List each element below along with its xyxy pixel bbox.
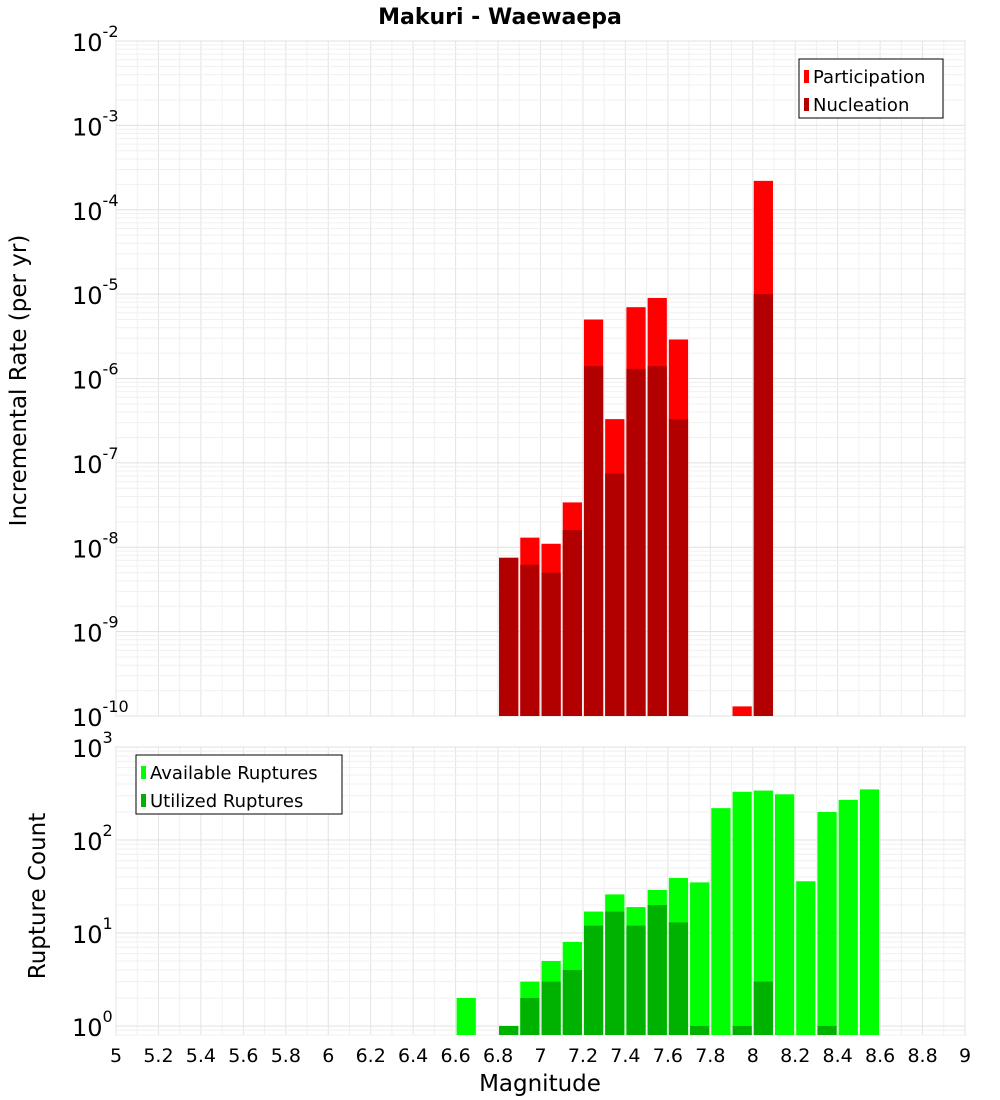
rate-bar-nucleation bbox=[520, 564, 540, 716]
rate-panel: 10-10 10-9 10-8 10-7 10-6 10-5 10-4 10-3 10-2 In… bbox=[6, 22, 966, 732]
x-tick-label: 9 bbox=[959, 1045, 971, 1067]
x-tick-label: 7.4 bbox=[610, 1045, 640, 1067]
rate-bar-nucleation bbox=[605, 473, 625, 716]
x-tick-label: 8 bbox=[747, 1045, 759, 1067]
rate-bars bbox=[499, 180, 773, 716]
count-panel: 100 101 102 103 5 5.2 5.4 5.6 5.8 6 6.2 6.4 6.6 6.8 7… bbox=[25, 728, 971, 1097]
y-tick-label: 100 bbox=[72, 1007, 113, 1042]
rate-legend: Participation Nucleation bbox=[798, 58, 944, 119]
count-bar-available-ruptures bbox=[859, 789, 880, 1035]
y-tick-label: 10-4 bbox=[72, 191, 119, 226]
count-bar-available-ruptures bbox=[690, 882, 710, 1035]
count-bar-available-ruptures bbox=[711, 808, 731, 1035]
count-bar-available-ruptures bbox=[732, 791, 752, 1035]
rate-bar-nucleation bbox=[668, 419, 689, 716]
rate-bar-nucleation bbox=[499, 557, 519, 716]
x-tick-label: 7.8 bbox=[695, 1045, 725, 1067]
x-tick-label: 6.2 bbox=[356, 1045, 386, 1067]
x-tick-label: 6 bbox=[322, 1045, 334, 1067]
count-bar-utilized-ruptures bbox=[541, 981, 561, 1035]
legend-swatch bbox=[804, 70, 809, 83]
y-tick-label: 10-9 bbox=[72, 613, 119, 648]
count-bar-utilized-ruptures bbox=[647, 904, 667, 1035]
legend-box bbox=[135, 754, 343, 815]
y-tick-label: 10-10 bbox=[72, 697, 129, 732]
count-bar-utilized-ruptures bbox=[583, 925, 604, 1035]
legend-label: Nucleation bbox=[813, 95, 909, 116]
count-bar-utilized-ruptures bbox=[668, 922, 689, 1035]
count-bar-utilized-ruptures bbox=[626, 925, 646, 1035]
count-grid bbox=[115, 746, 966, 1036]
y-tick-label: 103 bbox=[72, 728, 113, 763]
legend-label: Available Ruptures bbox=[150, 763, 318, 784]
rate-grid bbox=[115, 40, 966, 717]
rate-bar-nucleation bbox=[753, 294, 773, 716]
x-tick-label: 8.4 bbox=[823, 1045, 853, 1067]
count-bar-available-ruptures bbox=[817, 812, 837, 1035]
x-tick-label: 7.2 bbox=[568, 1045, 598, 1067]
count-bar-available-ruptures bbox=[456, 997, 476, 1035]
count-y-axis-label: Rupture Count bbox=[25, 813, 51, 979]
x-tick-label: 5.2 bbox=[143, 1045, 173, 1067]
y-tick-label: 101 bbox=[72, 914, 113, 949]
y-tick-label: 102 bbox=[72, 821, 113, 856]
y-tick-label: 10-3 bbox=[72, 106, 119, 141]
count-bar-available-ruptures bbox=[796, 881, 816, 1035]
rate-y-ticks: 10-10 10-9 10-8 10-7 10-6 10-5 10-4 10-3 10-2 bbox=[72, 22, 129, 732]
count-legend: Available Ruptures Utilized Ruptures bbox=[135, 754, 343, 815]
count-y-ticks: 100 101 102 103 bbox=[72, 728, 113, 1042]
legend-box bbox=[798, 58, 944, 119]
y-tick-label: 10-5 bbox=[72, 275, 119, 310]
x-tick-label: 5.6 bbox=[228, 1045, 258, 1067]
legend-label: Participation bbox=[813, 67, 925, 88]
x-tick-label: 8.8 bbox=[907, 1045, 937, 1067]
magnitude-x-ticks: 5 5.2 5.4 5.6 5.8 6 6.2 6.4 6.6 6.8 7 7.2 7.4 7.6 7.8 8… bbox=[110, 1045, 971, 1067]
y-tick-label: 10-2 bbox=[72, 22, 119, 57]
legend-swatch bbox=[804, 98, 809, 111]
rate-bar-participation bbox=[732, 706, 752, 716]
count-bar-available-ruptures bbox=[838, 799, 858, 1035]
chart-title: Makuri - Waewaepa bbox=[378, 5, 622, 30]
rate-bar-nucleation bbox=[541, 572, 561, 716]
y-tick-label: 10-6 bbox=[72, 360, 119, 395]
legend-swatch bbox=[141, 766, 146, 779]
rate-bar-nucleation bbox=[583, 366, 604, 716]
x-tick-label: 8.6 bbox=[865, 1045, 895, 1067]
count-bar-utilized-ruptures bbox=[499, 1025, 519, 1035]
count-bar-utilized-ruptures bbox=[605, 911, 625, 1035]
x-tick-label: 7.6 bbox=[653, 1045, 683, 1067]
x-tick-label: 5.8 bbox=[271, 1045, 301, 1067]
x-tick-label: 6.8 bbox=[483, 1045, 513, 1067]
count-bar-utilized-ruptures bbox=[690, 1025, 710, 1035]
count-bar-utilized-ruptures bbox=[562, 969, 582, 1035]
count-bar-utilized-ruptures bbox=[732, 1025, 752, 1035]
legend-label: Utilized Ruptures bbox=[150, 791, 303, 812]
count-bar-available-ruptures bbox=[753, 790, 773, 1035]
rate-bar-nucleation bbox=[626, 368, 646, 716]
x-tick-label: 6.4 bbox=[398, 1045, 428, 1067]
x-tick-label: 6.6 bbox=[440, 1045, 470, 1067]
count-bar-utilized-ruptures bbox=[817, 1025, 837, 1035]
x-tick-label: 8.2 bbox=[780, 1045, 810, 1067]
magnitude-x-axis-label: Magnitude bbox=[479, 1071, 601, 1097]
rate-y-axis-label: Incremental Rate (per yr) bbox=[6, 235, 32, 527]
count-bar-utilized-ruptures bbox=[520, 997, 540, 1035]
x-tick-label: 5.4 bbox=[186, 1045, 216, 1067]
rate-bar-nucleation bbox=[647, 366, 667, 716]
count-bar-utilized-ruptures bbox=[753, 981, 773, 1035]
y-tick-label: 10-8 bbox=[72, 528, 119, 563]
x-tick-label: 5 bbox=[110, 1045, 122, 1067]
legend-swatch bbox=[141, 794, 146, 807]
count-bars bbox=[456, 789, 880, 1035]
count-bar-available-ruptures bbox=[774, 794, 795, 1035]
rate-bar-nucleation bbox=[562, 530, 582, 716]
y-tick-label: 10-7 bbox=[72, 444, 119, 479]
x-tick-label: 7 bbox=[534, 1045, 546, 1067]
